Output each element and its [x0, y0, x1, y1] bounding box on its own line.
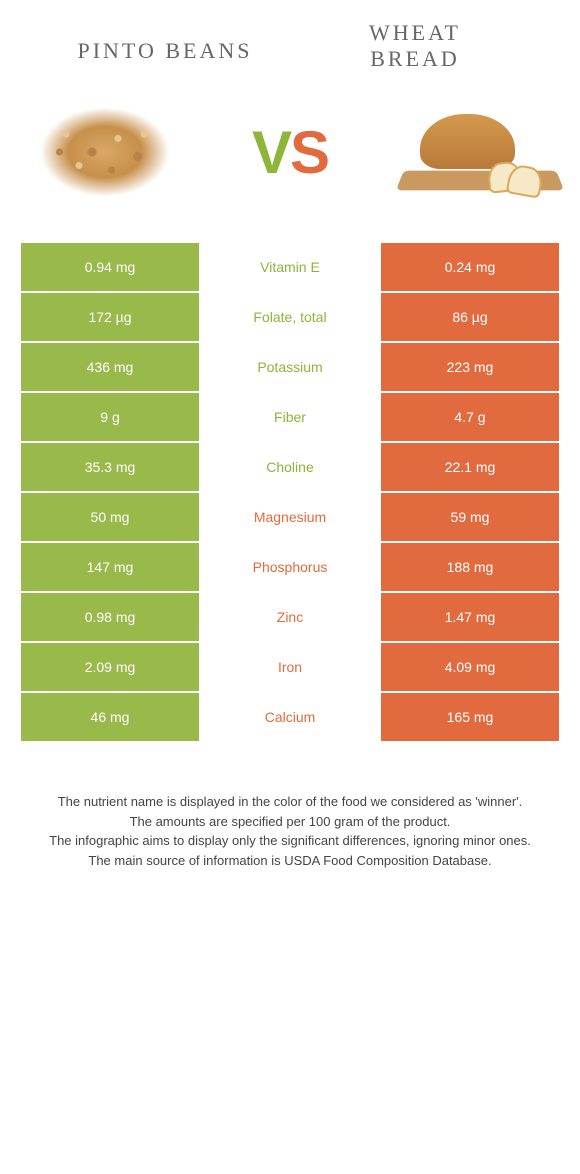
table-row: 35.3 mgCholine22.1 mg [20, 442, 560, 492]
pinto-beans-image [30, 92, 180, 212]
table-row: 2.09 mgIron4.09 mg [20, 642, 560, 692]
nutrient-name: Vitamin E [200, 242, 380, 292]
header-right: WHEAT BREAD [290, 20, 540, 72]
right-value: 22.1 mg [380, 442, 560, 492]
nutrient-name: Iron [200, 642, 380, 692]
beans-icon [40, 107, 170, 197]
title-wheat-bread-line1: WHEAT [290, 20, 540, 46]
left-value: 0.94 mg [20, 242, 200, 292]
table-row: 0.94 mgVitamin E0.24 mg [20, 242, 560, 292]
bread-icon [400, 102, 550, 202]
vs-s: S [290, 119, 328, 186]
left-value: 2.09 mg [20, 642, 200, 692]
nutrient-name: Zinc [200, 592, 380, 642]
right-value: 4.09 mg [380, 642, 560, 692]
table-row: 50 mgMagnesium59 mg [20, 492, 560, 542]
left-value: 50 mg [20, 492, 200, 542]
right-value: 223 mg [380, 342, 560, 392]
left-value: 0.98 mg [20, 592, 200, 642]
footer-notes: The nutrient name is displayed in the co… [0, 742, 580, 890]
right-value: 0.24 mg [380, 242, 560, 292]
nutrient-name: Magnesium [200, 492, 380, 542]
table-row: 436 mgPotassium223 mg [20, 342, 560, 392]
footer-line-3: The infographic aims to display only the… [30, 831, 550, 851]
nutrient-name: Potassium [200, 342, 380, 392]
footer-line-2: The amounts are specified per 100 gram o… [30, 812, 550, 832]
vs-v: V [252, 119, 290, 186]
right-value: 4.7 g [380, 392, 560, 442]
left-value: 147 mg [20, 542, 200, 592]
footer-line-4: The main source of information is USDA F… [30, 851, 550, 871]
nutrient-name: Folate, total [200, 292, 380, 342]
left-value: 436 mg [20, 342, 200, 392]
right-value: 188 mg [380, 542, 560, 592]
left-value: 35.3 mg [20, 442, 200, 492]
title-pinto-beans: PINTO BEANS [40, 38, 290, 64]
table-row: 0.98 mgZinc1.47 mg [20, 592, 560, 642]
table-row: 172 µgFolate, total86 µg [20, 292, 560, 342]
wheat-bread-image [400, 92, 550, 212]
footer-line-1: The nutrient name is displayed in the co… [30, 792, 550, 812]
nutrient-name: Fiber [200, 392, 380, 442]
table-row: 46 mgCalcium165 mg [20, 692, 560, 742]
title-wheat-bread-line2: BREAD [290, 46, 540, 72]
table-row: 147 mgPhosphorus188 mg [20, 542, 560, 592]
right-value: 86 µg [380, 292, 560, 342]
vs-label: VS [252, 118, 328, 187]
left-value: 172 µg [20, 292, 200, 342]
left-value: 46 mg [20, 692, 200, 742]
right-value: 1.47 mg [380, 592, 560, 642]
nutrient-name: Choline [200, 442, 380, 492]
right-value: 59 mg [380, 492, 560, 542]
left-value: 9 g [20, 392, 200, 442]
header: PINTO BEANS WHEAT BREAD [0, 0, 580, 82]
nutrient-name: Calcium [200, 692, 380, 742]
images-row: VS [0, 82, 580, 242]
header-left: PINTO BEANS [40, 20, 290, 64]
right-value: 165 mg [380, 692, 560, 742]
nutrient-table: 0.94 mgVitamin E0.24 mg172 µgFolate, tot… [20, 242, 560, 742]
table-row: 9 gFiber4.7 g [20, 392, 560, 442]
nutrient-name: Phosphorus [200, 542, 380, 592]
